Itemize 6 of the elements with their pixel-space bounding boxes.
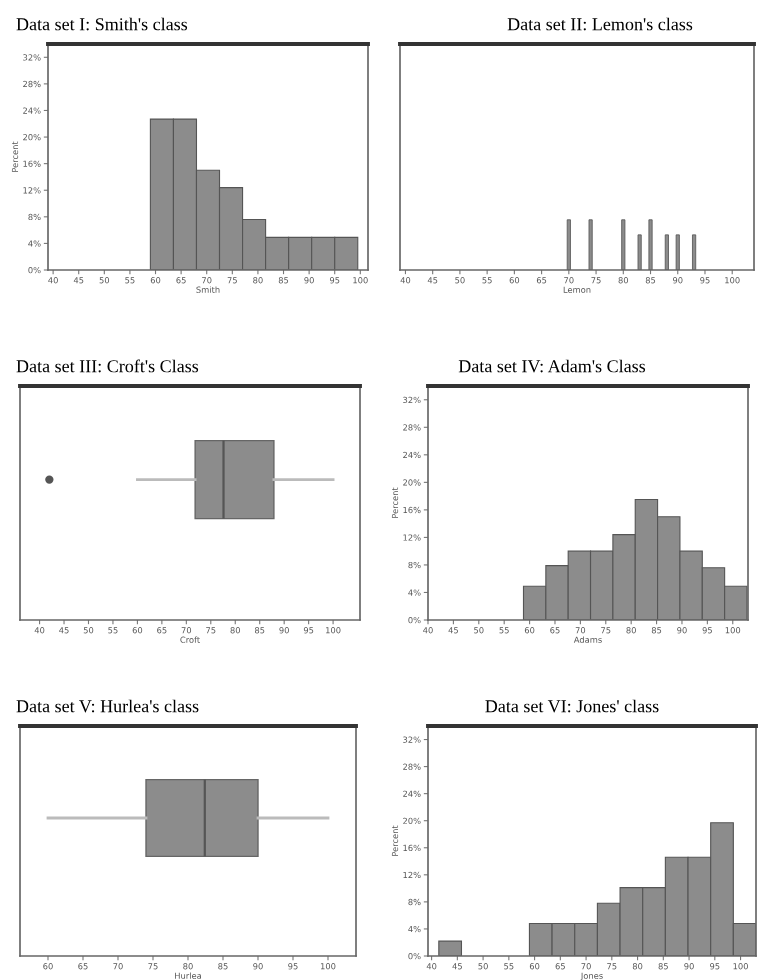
- chart-title: Data set II: Lemon's class: [507, 17, 693, 31]
- chart-title: Data set VI: Jones' class: [485, 699, 659, 713]
- chart-title: Data set IV: Adam's Class: [458, 359, 646, 373]
- chart-title: Data set III: Croft's Class: [16, 359, 199, 373]
- chart-title: Data set I: Smith's class: [16, 17, 188, 31]
- chart-title: Data set V: Hurlea's class: [16, 699, 199, 713]
